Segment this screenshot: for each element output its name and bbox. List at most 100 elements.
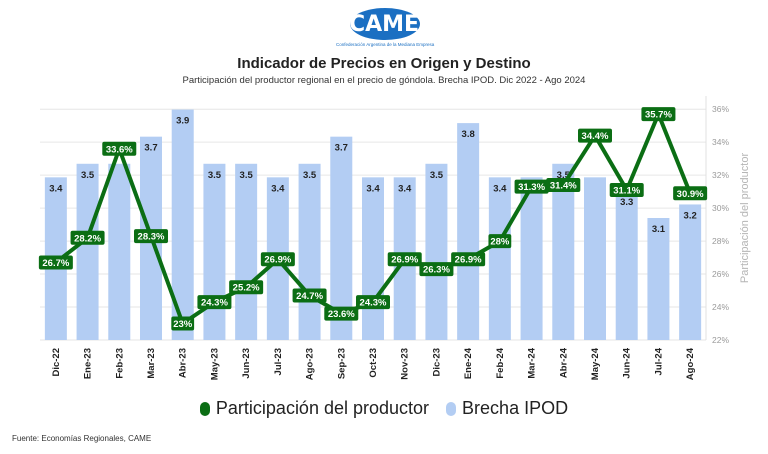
line-point-marker	[546, 178, 581, 193]
bar-value-label: 3.9	[176, 116, 189, 127]
x-tick-label: Feb-23	[114, 348, 125, 379]
bar-value-label: 3.2	[684, 210, 697, 221]
x-tick-label: May-24	[590, 347, 601, 380]
bar-value-label: 3.3	[620, 197, 633, 208]
bar	[679, 204, 702, 340]
y-tick-label: 34%	[712, 137, 729, 147]
bar	[171, 109, 194, 340]
line-point-marker	[387, 252, 422, 267]
chart-legend: Participación del productor Brecha IPOD	[0, 398, 768, 421]
line-value-label: 28.3%	[138, 232, 165, 243]
y-tick-label: 30%	[712, 203, 729, 213]
line-value-label: 28%	[490, 237, 510, 248]
came-logo: CAME Confederación Argentina de la Media…	[336, 8, 435, 52]
bar	[330, 136, 353, 340]
bar-value-label: 3.5	[557, 170, 571, 181]
line-value-label: 24.3%	[201, 298, 228, 309]
y-tick-label: 22%	[712, 335, 729, 345]
chart-title: Indicador de Precios en Origen y Destino	[237, 55, 531, 72]
line-value-label: 24.3%	[360, 298, 387, 309]
bar	[457, 123, 480, 340]
line-point-marker	[229, 280, 264, 295]
x-tick-label: Ago-23	[305, 348, 316, 380]
bar	[520, 177, 543, 340]
bar	[488, 177, 511, 340]
bar-value-label: 3.5	[430, 170, 444, 181]
x-tick-label: Jun-23	[241, 348, 252, 379]
line-point-marker	[419, 262, 454, 277]
bar-value-label: 3.7	[335, 143, 348, 154]
line-value-label: 26.9%	[264, 255, 291, 266]
bar-value-label: 3.7	[144, 143, 157, 154]
line-value-label: 23%	[173, 319, 193, 330]
line-point-marker	[70, 230, 105, 245]
x-tick-label: Feb-24	[495, 347, 506, 378]
x-tick-label: Ene-23	[83, 348, 94, 379]
bar	[584, 177, 606, 340]
bar-value-label: 3.4	[398, 183, 412, 194]
y-tick-label: 24%	[712, 302, 729, 312]
line-value-label: 35.7%	[645, 110, 672, 121]
bar-value-label: 3.4	[271, 183, 285, 194]
bar	[203, 163, 226, 340]
y-tick-label: 28%	[712, 236, 729, 246]
line-point-marker	[171, 316, 195, 331]
legend-item-participacion: Participación del productor	[199, 398, 430, 419]
legend-swatch-bar	[446, 401, 457, 416]
x-tick-label: Mar-24	[527, 347, 538, 378]
legend-label-participacion: Participación del productor	[215, 398, 430, 418]
bar	[425, 163, 448, 340]
bar	[552, 163, 575, 340]
x-tick-label: Ago-24	[685, 347, 696, 380]
line-point-marker	[260, 252, 295, 267]
source-note: Fuente: Economías Regionales, CAME	[12, 434, 152, 443]
line-point-marker	[488, 234, 512, 249]
x-tick-label: Abr-24	[558, 347, 569, 378]
line-point-marker	[578, 128, 612, 143]
bar	[615, 190, 638, 340]
line-value-label: 31.3%	[518, 182, 545, 193]
x-tick-label: May-23	[209, 348, 220, 380]
logo-subtext: Confederación Argentina de la Mediana Em…	[336, 42, 435, 47]
bar-value-label: 3.5	[81, 170, 95, 181]
x-tick-label: Ene-24	[463, 347, 474, 379]
line-point-marker	[324, 306, 359, 321]
line-value-label: 33.6%	[106, 144, 133, 155]
y-axis-title: Participación del productor	[739, 153, 751, 284]
line-point-marker	[102, 141, 137, 156]
x-tick-label: Mar-23	[146, 348, 157, 379]
chart-subtitle: Participación del productor regional en …	[182, 75, 586, 86]
x-tick-label: Dic-22	[51, 348, 62, 377]
bar	[235, 163, 258, 340]
x-tick-label: Abr-23	[178, 348, 189, 378]
bar	[108, 163, 131, 340]
legend-swatch-line	[199, 401, 210, 416]
line-point-marker	[197, 295, 232, 310]
line-point-marker	[673, 186, 708, 201]
line-value-label: 24.7%	[296, 291, 323, 302]
logo-text: CAME	[348, 12, 420, 37]
line-point-marker	[609, 182, 644, 197]
bar-value-label: 3.4	[366, 183, 380, 194]
x-tick-label: Nov-23	[400, 348, 411, 380]
y-tick-label: 36%	[712, 104, 729, 114]
bar-value-label: 3.4	[493, 183, 507, 194]
bar-value-label: 3.5	[303, 170, 317, 181]
line-value-label: 23.6%	[328, 309, 355, 320]
line-value-label: 34.4%	[582, 131, 609, 142]
legend-label-brecha: Brecha IPOD	[462, 398, 569, 418]
bar	[298, 163, 321, 340]
line-value-label: 26.9%	[455, 255, 482, 266]
bar-value-label: 3.1	[652, 224, 666, 235]
x-tick-label: Jul-23	[273, 348, 284, 375]
x-tick-label: Jul-24	[653, 347, 664, 375]
x-tick-label: Jun-24	[622, 347, 633, 378]
legend-item-brecha: Brecha IPOD	[446, 398, 568, 419]
bar	[647, 218, 670, 340]
line-point-marker	[356, 295, 390, 310]
line-point-marker	[514, 179, 549, 194]
line-value-label: 31.4%	[550, 181, 577, 192]
line-value-label: 30.9%	[677, 189, 704, 200]
bar-value-label: 3.4	[49, 183, 63, 194]
